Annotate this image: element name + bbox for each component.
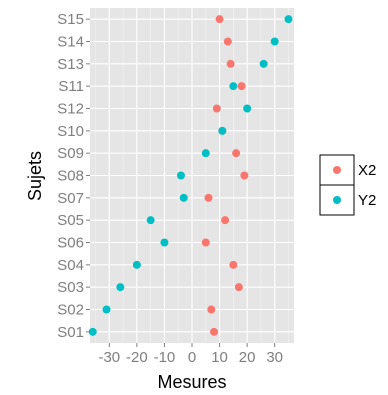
point-y2-s15 xyxy=(284,15,293,24)
point-y2-s05 xyxy=(146,216,155,225)
grid-major xyxy=(90,8,294,343)
x-tick-label: -10 xyxy=(154,349,176,366)
y-tick-label: S03 xyxy=(57,279,84,296)
legend-key-y2-dot xyxy=(333,196,341,204)
point-y2-s04 xyxy=(132,260,141,269)
x-tick-label: -30 xyxy=(98,349,120,366)
x-tick-label: -20 xyxy=(126,349,148,366)
point-y2-s13 xyxy=(259,59,268,68)
point-x2-s07 xyxy=(204,193,213,202)
y-axis-title: Sujets xyxy=(25,151,45,201)
y-tick-label: S11 xyxy=(58,78,84,95)
point-x2-s03 xyxy=(234,283,243,292)
point-y2-s09 xyxy=(201,149,210,158)
point-x2-s02 xyxy=(207,305,216,314)
legend-label-x2: X2 xyxy=(358,162,376,179)
point-y2-s14 xyxy=(270,37,279,46)
y-tick-label: S02 xyxy=(57,302,84,319)
y-tick-label: S09 xyxy=(57,145,84,162)
point-y2-s06 xyxy=(160,238,169,247)
point-x2-s01 xyxy=(210,327,219,336)
point-y2-s01 xyxy=(88,327,97,336)
point-y2-s10 xyxy=(218,126,227,135)
point-y2-s11 xyxy=(229,82,238,91)
x-tick-label: 0 xyxy=(188,349,196,366)
y-tick-label: S08 xyxy=(57,168,84,185)
point-x2-s11 xyxy=(237,82,246,91)
y-axis-ticks: S15 S14 S13 S11 S12 S10 S09 S08 S07 S05 S06 S04 S03 S… xyxy=(57,11,90,341)
y-tick-label: S14 xyxy=(57,34,84,51)
point-x2-s15 xyxy=(215,15,224,24)
y-tick-label: S15 xyxy=(57,11,84,28)
x-axis-ticks: -30 -20 -10 0 10 20 30 xyxy=(98,343,283,366)
legend-label-y2: Y2 xyxy=(358,192,376,209)
point-x2-s05 xyxy=(221,216,230,225)
y-tick-label: S13 xyxy=(57,56,84,73)
legend: X2 Y2 xyxy=(319,154,376,216)
x-tick-label: 20 xyxy=(239,349,256,366)
y-tick-label: S07 xyxy=(57,190,84,207)
point-x2-s14 xyxy=(223,37,232,46)
y-tick-label: S10 xyxy=(57,123,84,140)
y-tick-label: S06 xyxy=(57,235,84,252)
point-y2-s12 xyxy=(243,104,252,113)
y-tick-label: S01 xyxy=(57,324,84,341)
point-y2-s07 xyxy=(179,193,188,202)
point-y2-s08 xyxy=(176,171,185,180)
x-tick-label: 30 xyxy=(266,349,283,366)
y-tick-label: S05 xyxy=(57,212,84,229)
y-tick-label: S04 xyxy=(57,257,84,274)
point-x2-s09 xyxy=(232,149,241,158)
legend-key-x2-dot xyxy=(333,166,341,174)
point-x2-s04 xyxy=(229,260,238,269)
x-tick-label: 10 xyxy=(211,349,228,366)
data-points xyxy=(88,15,293,336)
point-x2-s13 xyxy=(226,59,235,68)
point-x2-s08 xyxy=(240,171,249,180)
point-x2-s06 xyxy=(201,238,210,247)
y-tick-label: S12 xyxy=(57,101,84,118)
point-y2-s02 xyxy=(102,305,111,314)
x-axis-title: Mesures xyxy=(157,372,226,392)
point-y2-s03 xyxy=(116,283,125,292)
point-x2-s12 xyxy=(212,104,221,113)
